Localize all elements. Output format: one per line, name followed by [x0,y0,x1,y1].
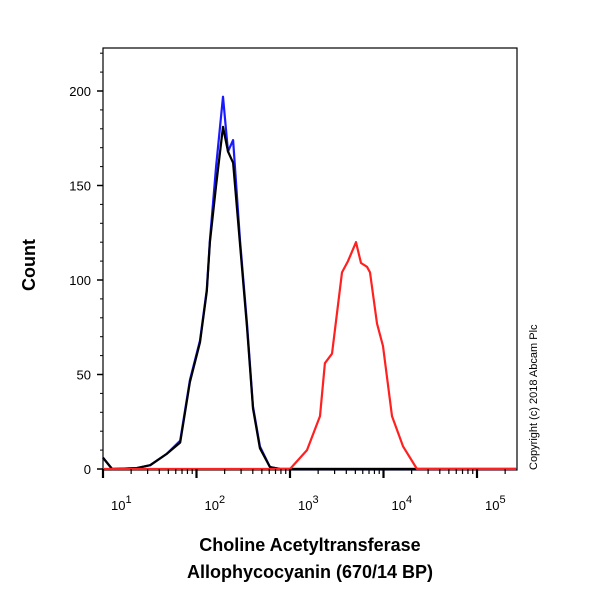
x-tick-base: 10 [298,498,312,513]
x-tick-label: 102 [205,494,226,513]
x-tick-exponent: 5 [499,494,505,506]
plot-frame [102,47,518,471]
y-tick-label: 0 [84,462,91,477]
x-tick-base: 10 [392,498,406,513]
x-tick-exponent: 3 [312,494,318,506]
x-tick-label: 101 [111,494,132,513]
y-tick-label: 100 [69,273,91,288]
histogram-series-2 [102,125,517,471]
copyright-annotation: Copyright (c) 2018 Abcam Plc [528,324,540,470]
y-tick-label: 200 [69,84,91,99]
y-tick-label: 150 [69,179,91,194]
x-axis-title-line2: Allophycocyanin (670/14 BP) [187,562,433,582]
x-tick-label: 104 [392,494,413,513]
x-tick-base: 10 [485,498,499,513]
histogram-series-1 [102,95,517,471]
x-tick-label: 103 [298,494,319,513]
x-tick-exponent: 1 [125,494,131,506]
x-tick-label: 105 [485,494,506,513]
y-tick-label: 50 [77,368,91,383]
x-tick-base: 10 [111,498,125,513]
histogram-series-3 [103,241,517,471]
x-tick-exponent: 4 [406,494,412,506]
y-axis-title: Count [19,239,39,291]
x-tick-base: 10 [205,498,219,513]
x-axis-title-line1: Choline Acetyltransferase [199,535,420,555]
x-tick-exponent: 2 [219,494,225,506]
